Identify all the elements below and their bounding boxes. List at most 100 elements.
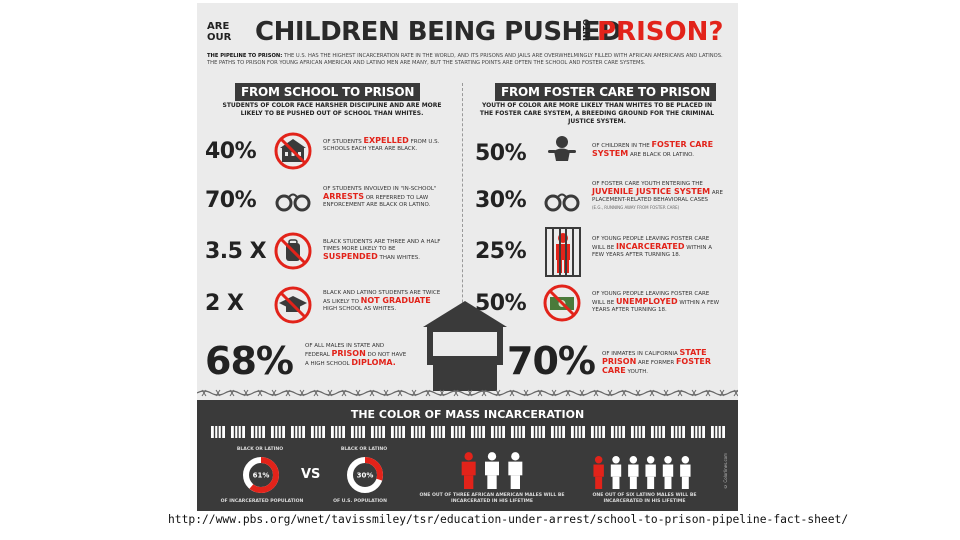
person-incarcerated-icon (593, 456, 604, 489)
column-divider (462, 83, 463, 383)
cell-bars (471, 426, 485, 438)
barb (705, 389, 711, 397)
barb (565, 389, 571, 397)
source-url: http://www.pbs.org/wnet/tavissmiley/tsr/… (168, 513, 849, 526)
barb (439, 389, 445, 397)
barb (537, 389, 543, 397)
stat-juvenile-value: 30% (475, 188, 527, 213)
donut-incarcerated-label: BLACK OR LATINO (236, 447, 284, 452)
barb (691, 389, 697, 397)
barb (299, 389, 305, 397)
barb (551, 389, 557, 397)
cell-bars (571, 426, 585, 438)
barb (411, 389, 417, 397)
big-stat-foster-mid: ARE FORMER (638, 360, 675, 366)
stat-juvenile-post: ARE PLACEMENT-RELATED BEHAVIORAL CASES (592, 190, 723, 203)
barb (509, 389, 515, 397)
handcuffs-icon (544, 193, 580, 212)
money-no-icon (543, 284, 581, 322)
cell-bars (351, 426, 365, 438)
copyright-notice: © Colorlines.com (723, 453, 728, 489)
stat-graduate-post: HIGH SCHOOL AS WHITES. (323, 306, 397, 312)
barb (495, 389, 501, 397)
big-stat-diploma-highlight2: DIPLOMA. (351, 358, 396, 367)
barb (733, 389, 738, 397)
cell-bars (611, 426, 625, 438)
donut-population-label: BLACK OR LATINO (340, 447, 388, 452)
barb (635, 389, 641, 397)
foster-care-heading: FROM FOSTER CARE TO PRISON (495, 83, 717, 101)
stat-foster-text: OF CHILDREN IN THE FOSTER CARE SYSTEM AR… (592, 141, 722, 159)
stat-graduate-value: 2 X (205, 291, 244, 316)
barb (649, 389, 655, 397)
stat-arrests-pre: OF STUDENTS INVOLVED IN "IN-SCHOOL" (323, 186, 437, 192)
donut-incarcerated-caption: OF INCARCERATED POPULATION (220, 499, 304, 504)
person-icon (610, 456, 622, 489)
school-no-icon (274, 132, 312, 170)
cell-bars (431, 426, 445, 438)
big-stat-foster-highlight1: STATE PRISON (602, 348, 707, 366)
stat-suspended-pre: BLACK STUDENTS ARE THREE AND A HALF TIME… (323, 239, 441, 252)
stat-foster-pre: OF CHILDREN IN THE (592, 143, 650, 149)
backpack-no-icon (274, 232, 312, 270)
stat-suspended-value: 3.5 X (205, 239, 267, 264)
cell-bars (531, 426, 545, 438)
barb (425, 389, 431, 397)
person-icon (645, 456, 656, 489)
intro-lead: THE PIPELINE TO PRISON: (207, 53, 283, 59)
barb (397, 389, 403, 397)
cell-bars (211, 426, 225, 438)
stat-incarcerated-post: WITHIN A FEW YEARS AFTER TURNING 18. (592, 245, 713, 258)
barb (593, 389, 599, 397)
cell-bars (271, 426, 285, 438)
barb (523, 389, 529, 397)
school-to-prison-heading: FROM SCHOOL TO PRISON (235, 83, 421, 101)
handcuffs-icon (275, 193, 311, 212)
title-prison: PRISON? (597, 17, 724, 47)
barb (663, 389, 669, 397)
donut-incarcerated-value: 61% (253, 472, 270, 480)
intro-text: THE U.S. HAS THE HIGHEST INCARCERATION R… (207, 53, 723, 66)
graduation-cap-no-icon (274, 286, 312, 324)
big-stat-diploma-text: OF ALL MALES IN STATE AND FEDERAL PRISON… (305, 343, 410, 368)
stat-suspended-highlight: SUSPENDED (323, 252, 378, 261)
infographic: ARE OUR CHILDREN BEING PUSHED INTO PRISO… (197, 3, 738, 511)
cell-bars (671, 426, 685, 438)
barb (271, 389, 277, 397)
big-stat-foster-highlight2: FOSTER CARE (602, 357, 712, 375)
barb (607, 389, 613, 397)
people-group-latino (593, 456, 691, 489)
stat-incarcerated-text: OF YOUNG PEOPLE LEAVING FOSTER CARE WILL… (592, 236, 722, 259)
title-are-our-text: ARE OUR (207, 21, 232, 43)
cell-bars (631, 426, 645, 438)
title-are-our: ARE OUR (207, 21, 245, 43)
barb (579, 389, 585, 397)
title-main: CHILDREN BEING PUSHED (255, 17, 622, 47)
stat-incarcerated-value: 25% (475, 239, 527, 264)
cell-bars (551, 426, 565, 438)
donut-population-value: 30% (357, 472, 374, 480)
stat-foster-highlight: FOSTER CARE SYSTEM (592, 140, 714, 158)
stat-suspended-post: THAN WHITES. (379, 255, 420, 261)
people-group-african-american (461, 452, 523, 489)
title-into: INTO (582, 19, 591, 41)
cell-bars (311, 426, 325, 438)
stat-unemployed-post: WITHIN A FEW YEARS AFTER TURNING 18. (592, 300, 720, 313)
person-incarcerated-icon (461, 452, 476, 489)
donut-population: 30% (347, 457, 383, 493)
stat-incarcerated-pre: OF YOUNG PEOPLE LEAVING FOSTER CARE WILL… (592, 236, 710, 251)
stat-juvenile-note: (E.G., RUNNING AWAY FROM FOSTER CARE) (592, 205, 680, 210)
barb (243, 389, 249, 397)
cell-bars (691, 426, 705, 438)
person-icon (508, 452, 523, 489)
barb (467, 389, 473, 397)
cell-bars (591, 426, 605, 438)
cell-bars (411, 426, 425, 438)
person-icon (662, 456, 674, 489)
big-stat-diploma-value: 68% (205, 339, 294, 383)
foster-subheading: YOUTH OF COLOR ARE MORE LIKELY THAN WHIT… (479, 102, 715, 125)
stat-graduate-highlight: NOT GRADUATE (360, 296, 431, 305)
stat-expelled-value: 40% (205, 139, 257, 164)
stat-unemployed-value: 50% (475, 291, 527, 316)
cell-bars (451, 426, 465, 438)
